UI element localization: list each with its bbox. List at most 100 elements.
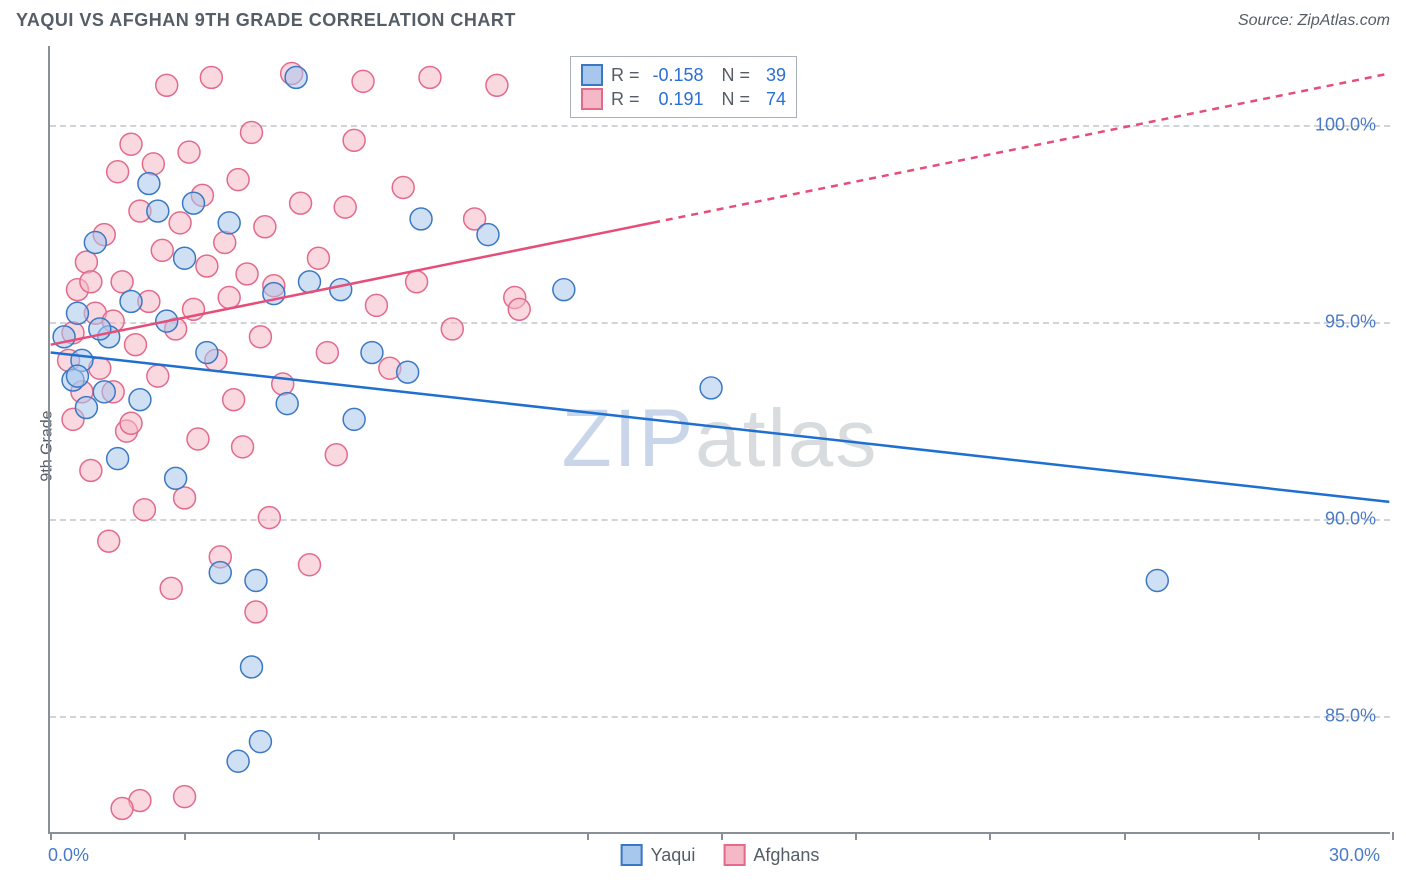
scatter-point-afghans <box>232 436 254 458</box>
scatter-point-afghans <box>218 287 240 309</box>
legend-label: Yaqui <box>651 845 696 866</box>
scatter-point-yaqui <box>1146 570 1168 592</box>
scatter-point-yaqui <box>147 200 169 222</box>
scatter-point-afghans <box>486 74 508 96</box>
scatter-point-afghans <box>178 141 200 163</box>
scatter-point-yaqui <box>196 342 218 364</box>
chart-header: YAQUI VS AFGHAN 9TH GRADE CORRELATION CH… <box>0 0 1406 37</box>
scatter-point-afghans <box>299 554 321 576</box>
stat-R-label: R = <box>611 89 640 110</box>
scatter-point-yaqui <box>93 381 115 403</box>
scatter-point-afghans <box>365 294 387 316</box>
legend-swatch <box>723 844 745 866</box>
scatter-point-afghans <box>227 169 249 191</box>
scatter-point-yaqui <box>249 731 271 753</box>
plot-area: ZIPatlas R = -0.158 N = 39 R = 0.191 N =… <box>50 46 1390 832</box>
scatter-point-yaqui <box>138 173 160 195</box>
scatter-point-yaqui <box>227 750 249 772</box>
scatter-point-afghans <box>80 459 102 481</box>
series-swatch <box>581 88 603 110</box>
scatter-point-afghans <box>107 161 129 183</box>
stat-R-value: -0.158 <box>648 65 704 86</box>
scatter-point-afghans <box>196 255 218 277</box>
x-tick-mark <box>855 832 857 840</box>
scatter-point-afghans <box>111 797 133 819</box>
scatter-point-yaqui <box>553 279 575 301</box>
plot-svg <box>50 46 1390 832</box>
series-swatch <box>581 64 603 86</box>
scatter-point-afghans <box>120 412 142 434</box>
scatter-point-afghans <box>120 133 142 155</box>
y-tick-label: 85.0% <box>1325 705 1376 726</box>
x-axis-min-label: 0.0% <box>48 845 89 866</box>
scatter-point-afghans <box>75 251 97 273</box>
scatter-point-yaqui <box>343 408 365 430</box>
scatter-point-afghans <box>133 499 155 521</box>
trend-line-yaqui <box>51 353 1390 502</box>
scatter-point-afghans <box>200 66 222 88</box>
y-tick-label: 95.0% <box>1325 311 1376 332</box>
scatter-point-afghans <box>392 177 414 199</box>
legend-swatch <box>621 844 643 866</box>
stat-row: R = -0.158 N = 39 <box>581 63 786 87</box>
scatter-point-afghans <box>316 342 338 364</box>
scatter-point-afghans <box>174 487 196 509</box>
scatter-point-yaqui <box>218 212 240 234</box>
x-tick-mark <box>50 832 52 840</box>
x-tick-mark <box>1392 832 1394 840</box>
scatter-point-yaqui <box>84 232 106 254</box>
x-tick-mark <box>453 832 455 840</box>
y-tick-label: 90.0% <box>1325 508 1376 529</box>
stat-row: R = 0.191 N = 74 <box>581 87 786 111</box>
x-tick-mark <box>721 832 723 840</box>
scatter-point-afghans <box>125 334 147 356</box>
scatter-point-afghans <box>290 192 312 214</box>
chart-plot-box: ZIPatlas R = -0.158 N = 39 R = 0.191 N =… <box>48 46 1390 834</box>
scatter-point-afghans <box>151 239 173 261</box>
stat-N-label: N = <box>712 89 751 110</box>
scatter-point-afghans <box>307 247 329 269</box>
y-tick-label: 100.0% <box>1315 114 1376 135</box>
scatter-point-afghans <box>343 129 365 151</box>
scatter-point-afghans <box>325 444 347 466</box>
stat-R-label: R = <box>611 65 640 86</box>
chart-title: YAQUI VS AFGHAN 9TH GRADE CORRELATION CH… <box>16 10 516 31</box>
x-tick-mark <box>1124 832 1126 840</box>
stat-N-value: 74 <box>758 89 786 110</box>
scatter-point-afghans <box>236 263 258 285</box>
source-name: ZipAtlas.com <box>1298 12 1390 29</box>
scatter-point-yaqui <box>183 192 205 214</box>
x-tick-mark <box>184 832 186 840</box>
scatter-point-yaqui <box>276 393 298 415</box>
scatter-point-afghans <box>334 196 356 218</box>
scatter-point-yaqui <box>129 389 151 411</box>
scatter-point-afghans <box>174 786 196 808</box>
legend-item: Yaqui <box>621 844 696 866</box>
scatter-point-yaqui <box>120 290 142 312</box>
source-prefix: Source: <box>1238 12 1298 29</box>
scatter-point-afghans <box>187 428 209 450</box>
x-tick-mark <box>1258 832 1260 840</box>
scatter-point-yaqui <box>700 377 722 399</box>
scatter-point-afghans <box>441 318 463 340</box>
chart-source: Source: ZipAtlas.com <box>1238 12 1390 30</box>
scatter-point-afghans <box>406 271 428 293</box>
correlation-stat-box: R = -0.158 N = 39 R = 0.191 N = 74 <box>570 56 797 118</box>
scatter-point-afghans <box>508 298 530 320</box>
scatter-point-afghans <box>98 530 120 552</box>
scatter-point-afghans <box>147 365 169 387</box>
scatter-point-afghans <box>111 271 133 293</box>
scatter-point-afghans <box>160 577 182 599</box>
scatter-point-yaqui <box>477 224 499 246</box>
scatter-point-yaqui <box>75 397 97 419</box>
stat-R-value: 0.191 <box>648 89 704 110</box>
scatter-point-afghans <box>80 271 102 293</box>
legend-label: Afghans <box>753 845 819 866</box>
scatter-point-yaqui <box>107 448 129 470</box>
scatter-point-afghans <box>169 212 191 234</box>
scatter-point-yaqui <box>241 656 263 678</box>
scatter-point-afghans <box>241 121 263 143</box>
scatter-point-afghans <box>258 507 280 529</box>
x-tick-mark <box>318 832 320 840</box>
stat-N-value: 39 <box>758 65 786 86</box>
